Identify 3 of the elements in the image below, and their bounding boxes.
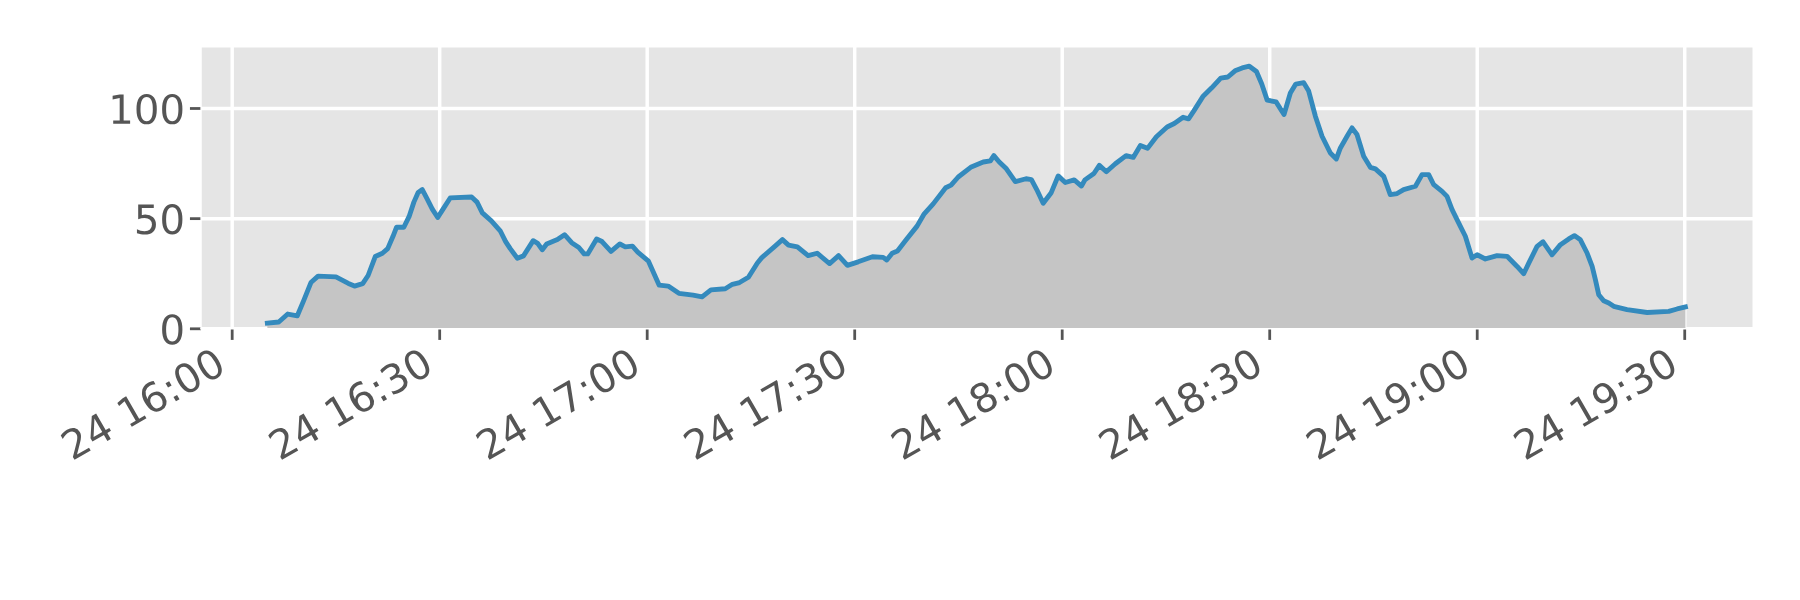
y-tick-label: 100 xyxy=(112,93,183,125)
y-tick-label: 0 xyxy=(162,314,183,345)
y-tick-label: 50 xyxy=(136,204,183,235)
